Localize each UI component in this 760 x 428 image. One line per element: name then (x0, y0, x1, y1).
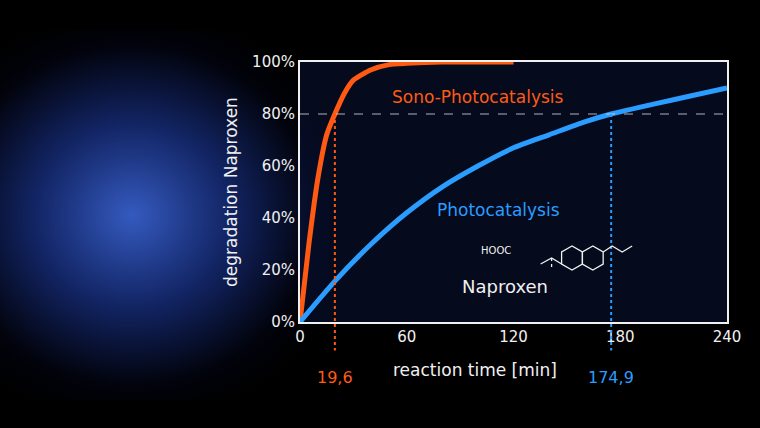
svg-text:80%: 80% (262, 105, 295, 123)
svg-text:HOOC: HOOC (481, 245, 511, 256)
svg-text:19,6: 19,6 (317, 368, 353, 387)
svg-text:reaction time [min]: reaction time [min] (393, 360, 557, 380)
svg-text:120: 120 (499, 328, 528, 346)
svg-text:0%: 0% (271, 313, 295, 331)
svg-text:Naproxen: Naproxen (462, 276, 548, 297)
svg-text:Sono-Photocatalysis: Sono-Photocatalysis (392, 87, 564, 107)
svg-text:Photocatalysis: Photocatalysis (437, 200, 560, 220)
svg-text:40%: 40% (262, 209, 295, 227)
svg-text:60%: 60% (262, 157, 295, 175)
svg-text:174,9: 174,9 (588, 368, 634, 387)
svg-text:0: 0 (295, 328, 305, 346)
svg-text:240: 240 (713, 328, 742, 346)
svg-text:20%: 20% (262, 261, 295, 279)
svg-text:degradation Naproxen: degradation Naproxen (221, 97, 241, 287)
svg-text:100%: 100% (252, 53, 295, 71)
svg-text:60: 60 (397, 328, 416, 346)
svg-text:180: 180 (606, 328, 635, 346)
